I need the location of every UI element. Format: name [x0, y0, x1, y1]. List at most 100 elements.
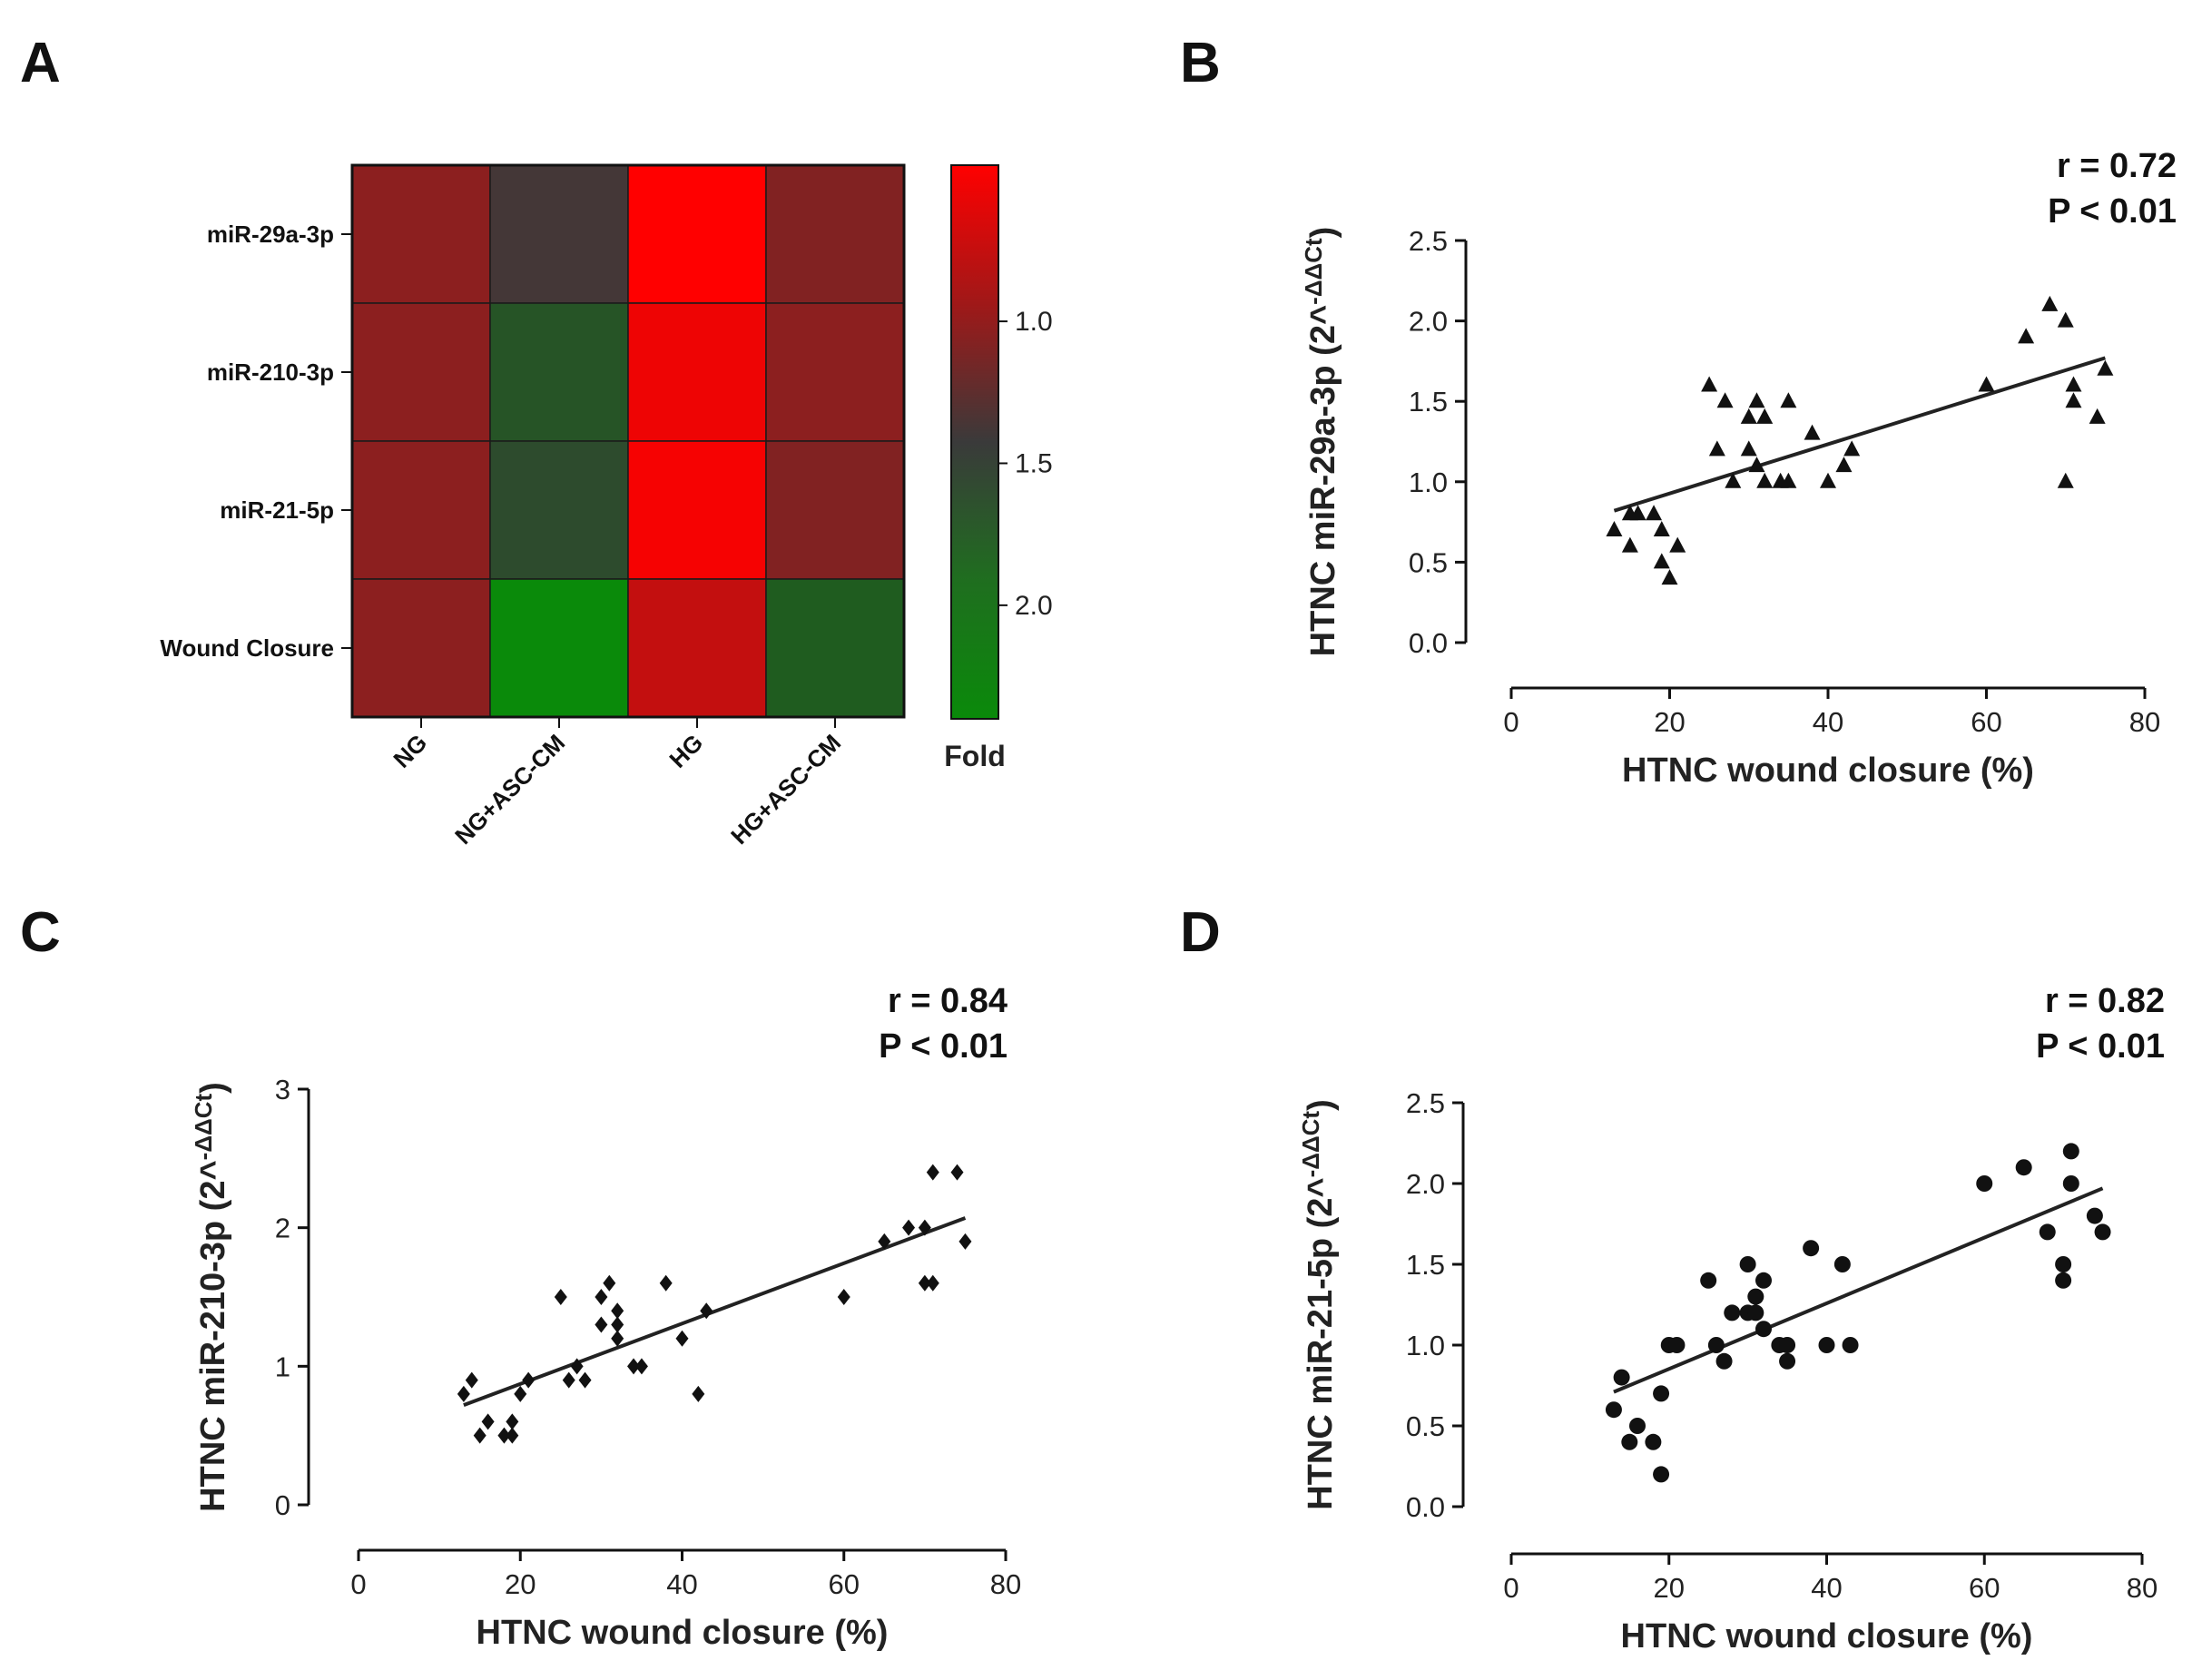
data-point [1716, 392, 1734, 408]
y-tick-label: 2 [275, 1213, 290, 1244]
colorbar-gradient [950, 164, 999, 720]
y-tick-label: 1 [275, 1351, 290, 1382]
data-point [2057, 472, 2074, 488]
panel-letter-b: B [1180, 32, 1221, 94]
y-axis-title-superscript: -ΔΔCt [1297, 1111, 1324, 1178]
y-tick-label: 2.5 [1409, 225, 1448, 257]
data-point [692, 1385, 705, 1402]
column-label: HG+ASC-CM [725, 729, 846, 850]
y-tick-label: 2.0 [1409, 306, 1448, 338]
colorbar-tick-label: 1.5 [1015, 448, 1053, 478]
data-point [1701, 376, 1718, 392]
data-point [595, 1316, 608, 1333]
data-point [1629, 505, 1646, 521]
x-tick-label: 0 [1503, 706, 1519, 738]
heatmap-cell [765, 440, 905, 580]
data-point [2041, 295, 2059, 311]
x-tick-label: 60 [1971, 706, 2001, 738]
heatmap-cell [627, 440, 767, 580]
data-point [2039, 1223, 2056, 1241]
colorbar-tick-label: 1.0 [1015, 307, 1053, 337]
x-tick-label: 40 [1813, 706, 1843, 738]
data-point [465, 1371, 478, 1389]
x-tick-label: 40 [1811, 1572, 1842, 1604]
y-axis-title-superscript: -ΔΔCt [190, 1094, 217, 1161]
data-point [926, 1164, 939, 1181]
data-point [1645, 1433, 1662, 1450]
data-point [1653, 1466, 1670, 1483]
data-point [2055, 1272, 2072, 1289]
data-point [700, 1302, 713, 1320]
data-point [611, 1302, 624, 1320]
data-point [457, 1385, 470, 1402]
correlation-r: r = 0.82 [2045, 982, 2165, 1020]
data-point [1613, 1369, 1630, 1386]
data-point [1842, 1337, 1859, 1353]
data-point [1976, 1175, 1993, 1192]
data-point [1756, 408, 1774, 424]
p-value: P < 0.01 [2036, 1027, 2165, 1066]
data-point [2057, 311, 2074, 328]
scatter-panel-c: 0 1 2 3 0 20 40 60 80 HTNC wound closure (%) HTNC … [190, 982, 1021, 1652]
colorbar-title: Fold [944, 740, 1006, 772]
heatmap-cell [627, 578, 767, 718]
x-tick-label: 80 [2127, 1572, 2158, 1604]
data-point [902, 1219, 916, 1236]
data-point [675, 1330, 689, 1347]
y-tick-label: 1.5 [1409, 386, 1448, 418]
data-point [2094, 1223, 2111, 1241]
y-axis-title-main: HTNC miR-29a-3p (2^ [1304, 305, 1342, 656]
data-point [1780, 472, 1797, 488]
correlation-r: r = 0.84 [888, 982, 1008, 1020]
data-point [2086, 1207, 2103, 1224]
data-point [634, 1358, 648, 1375]
y-axis-title: HTNC miR-21-5p (2^-ΔΔCt) [1297, 1099, 1340, 1509]
regression-line [463, 1216, 967, 1407]
data-point [1725, 472, 1742, 488]
data-point [1646, 505, 1663, 521]
y-axis-title-main: HTNC miR-210-3p (2^ [194, 1160, 232, 1511]
data-point [2055, 1256, 2072, 1272]
data-point [481, 1413, 495, 1430]
x-tick-label: 20 [1654, 706, 1685, 738]
data-point [1820, 472, 1836, 488]
heatmap-panel-a: miR-29a-3p miR-210-3p miR-21-5p Wound Closu… [160, 163, 906, 850]
heatmap-cell [489, 164, 629, 304]
data-point [1621, 536, 1638, 553]
colorbar: 1.0 1.5 2.0 Fold [944, 164, 1053, 772]
panel-letter-c: C [20, 901, 61, 964]
y-tick-label: 1.0 [1406, 1330, 1445, 1361]
data-point [1779, 1352, 1796, 1370]
y-tick-label: 2.5 [1406, 1087, 1445, 1119]
data-point [2089, 408, 2106, 424]
data-point [473, 1427, 487, 1444]
data-point [1621, 1433, 1638, 1450]
y-axis-title-close: ) [1304, 227, 1342, 239]
heatmap-cell [765, 164, 905, 304]
data-point [1748, 457, 1765, 473]
data-point [1747, 1304, 1764, 1321]
data-point [1755, 1321, 1772, 1338]
y-tick-label: 0 [275, 1489, 290, 1521]
heatmap-cell [351, 578, 491, 718]
heatmap-cell [489, 578, 629, 718]
data-point [514, 1385, 527, 1402]
data-point [1780, 392, 1797, 408]
y-tick-label: 2.0 [1406, 1168, 1445, 1200]
data-point [578, 1371, 592, 1389]
data-point [659, 1274, 673, 1292]
data-point [2065, 376, 2082, 392]
scatter-panel-d: 0.0 0.5 1.0 1.5 2.0 2.5 0 20 40 60 80 HTNC wound cl… [1297, 982, 2165, 1655]
heatmap-cell [489, 440, 629, 580]
data-point [958, 1233, 972, 1250]
data-point [2015, 1159, 2032, 1176]
heatmap-cell [351, 164, 491, 304]
data-point [1747, 1288, 1764, 1305]
data-point [1653, 1385, 1670, 1402]
x-axis-title: HTNC wound closure (%) [477, 1614, 889, 1652]
heatmap-cell [627, 302, 767, 442]
data-point [1707, 1337, 1725, 1353]
data-point [2062, 1143, 2079, 1160]
data-point [1724, 1304, 1741, 1321]
